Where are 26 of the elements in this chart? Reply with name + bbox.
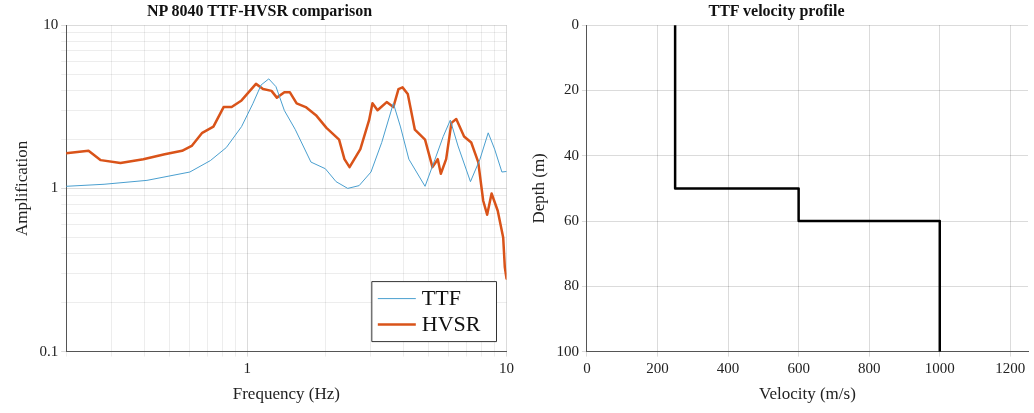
x-tick-label: 600 [787,359,810,376]
x-tick-label: 1200 [995,359,1026,376]
x-tick-label: 800 [857,359,881,376]
x-tick-label: 1 [243,359,252,376]
x-tick-label: 0 [583,359,591,376]
y-axis-title: Depth (m) [528,153,548,224]
x-tick-label: 10 [499,359,514,376]
y-tick-label: 20 [563,81,579,98]
x-tick-label: 400 [716,359,740,376]
chart-title: TTF velocity profile [708,1,845,20]
y-tick-label: 40 [563,146,579,163]
chart-title: NP 8040 TTF-HVSR comparison [146,1,373,20]
y-tick-label: 1 [50,179,59,196]
y-tick-label: 10 [43,16,59,33]
legend-label: TTF [421,285,461,311]
y-tick-label: 0.1 [39,342,59,359]
x-tick-label: 1000 [924,359,955,376]
y-tick-label: 100 [556,342,579,359]
x-axis-title: Velocity (m/s) [759,384,856,404]
y-tick-label: 0 [571,16,579,33]
y-tick-label: 60 [563,211,579,228]
y-axis-title: Amplification [11,140,31,237]
y-tick-label: 80 [563,277,579,294]
x-axis-title: Frequency (Hz) [232,384,340,404]
x-tick-label: 200 [646,359,669,376]
legend-label: HVSR [421,311,481,337]
